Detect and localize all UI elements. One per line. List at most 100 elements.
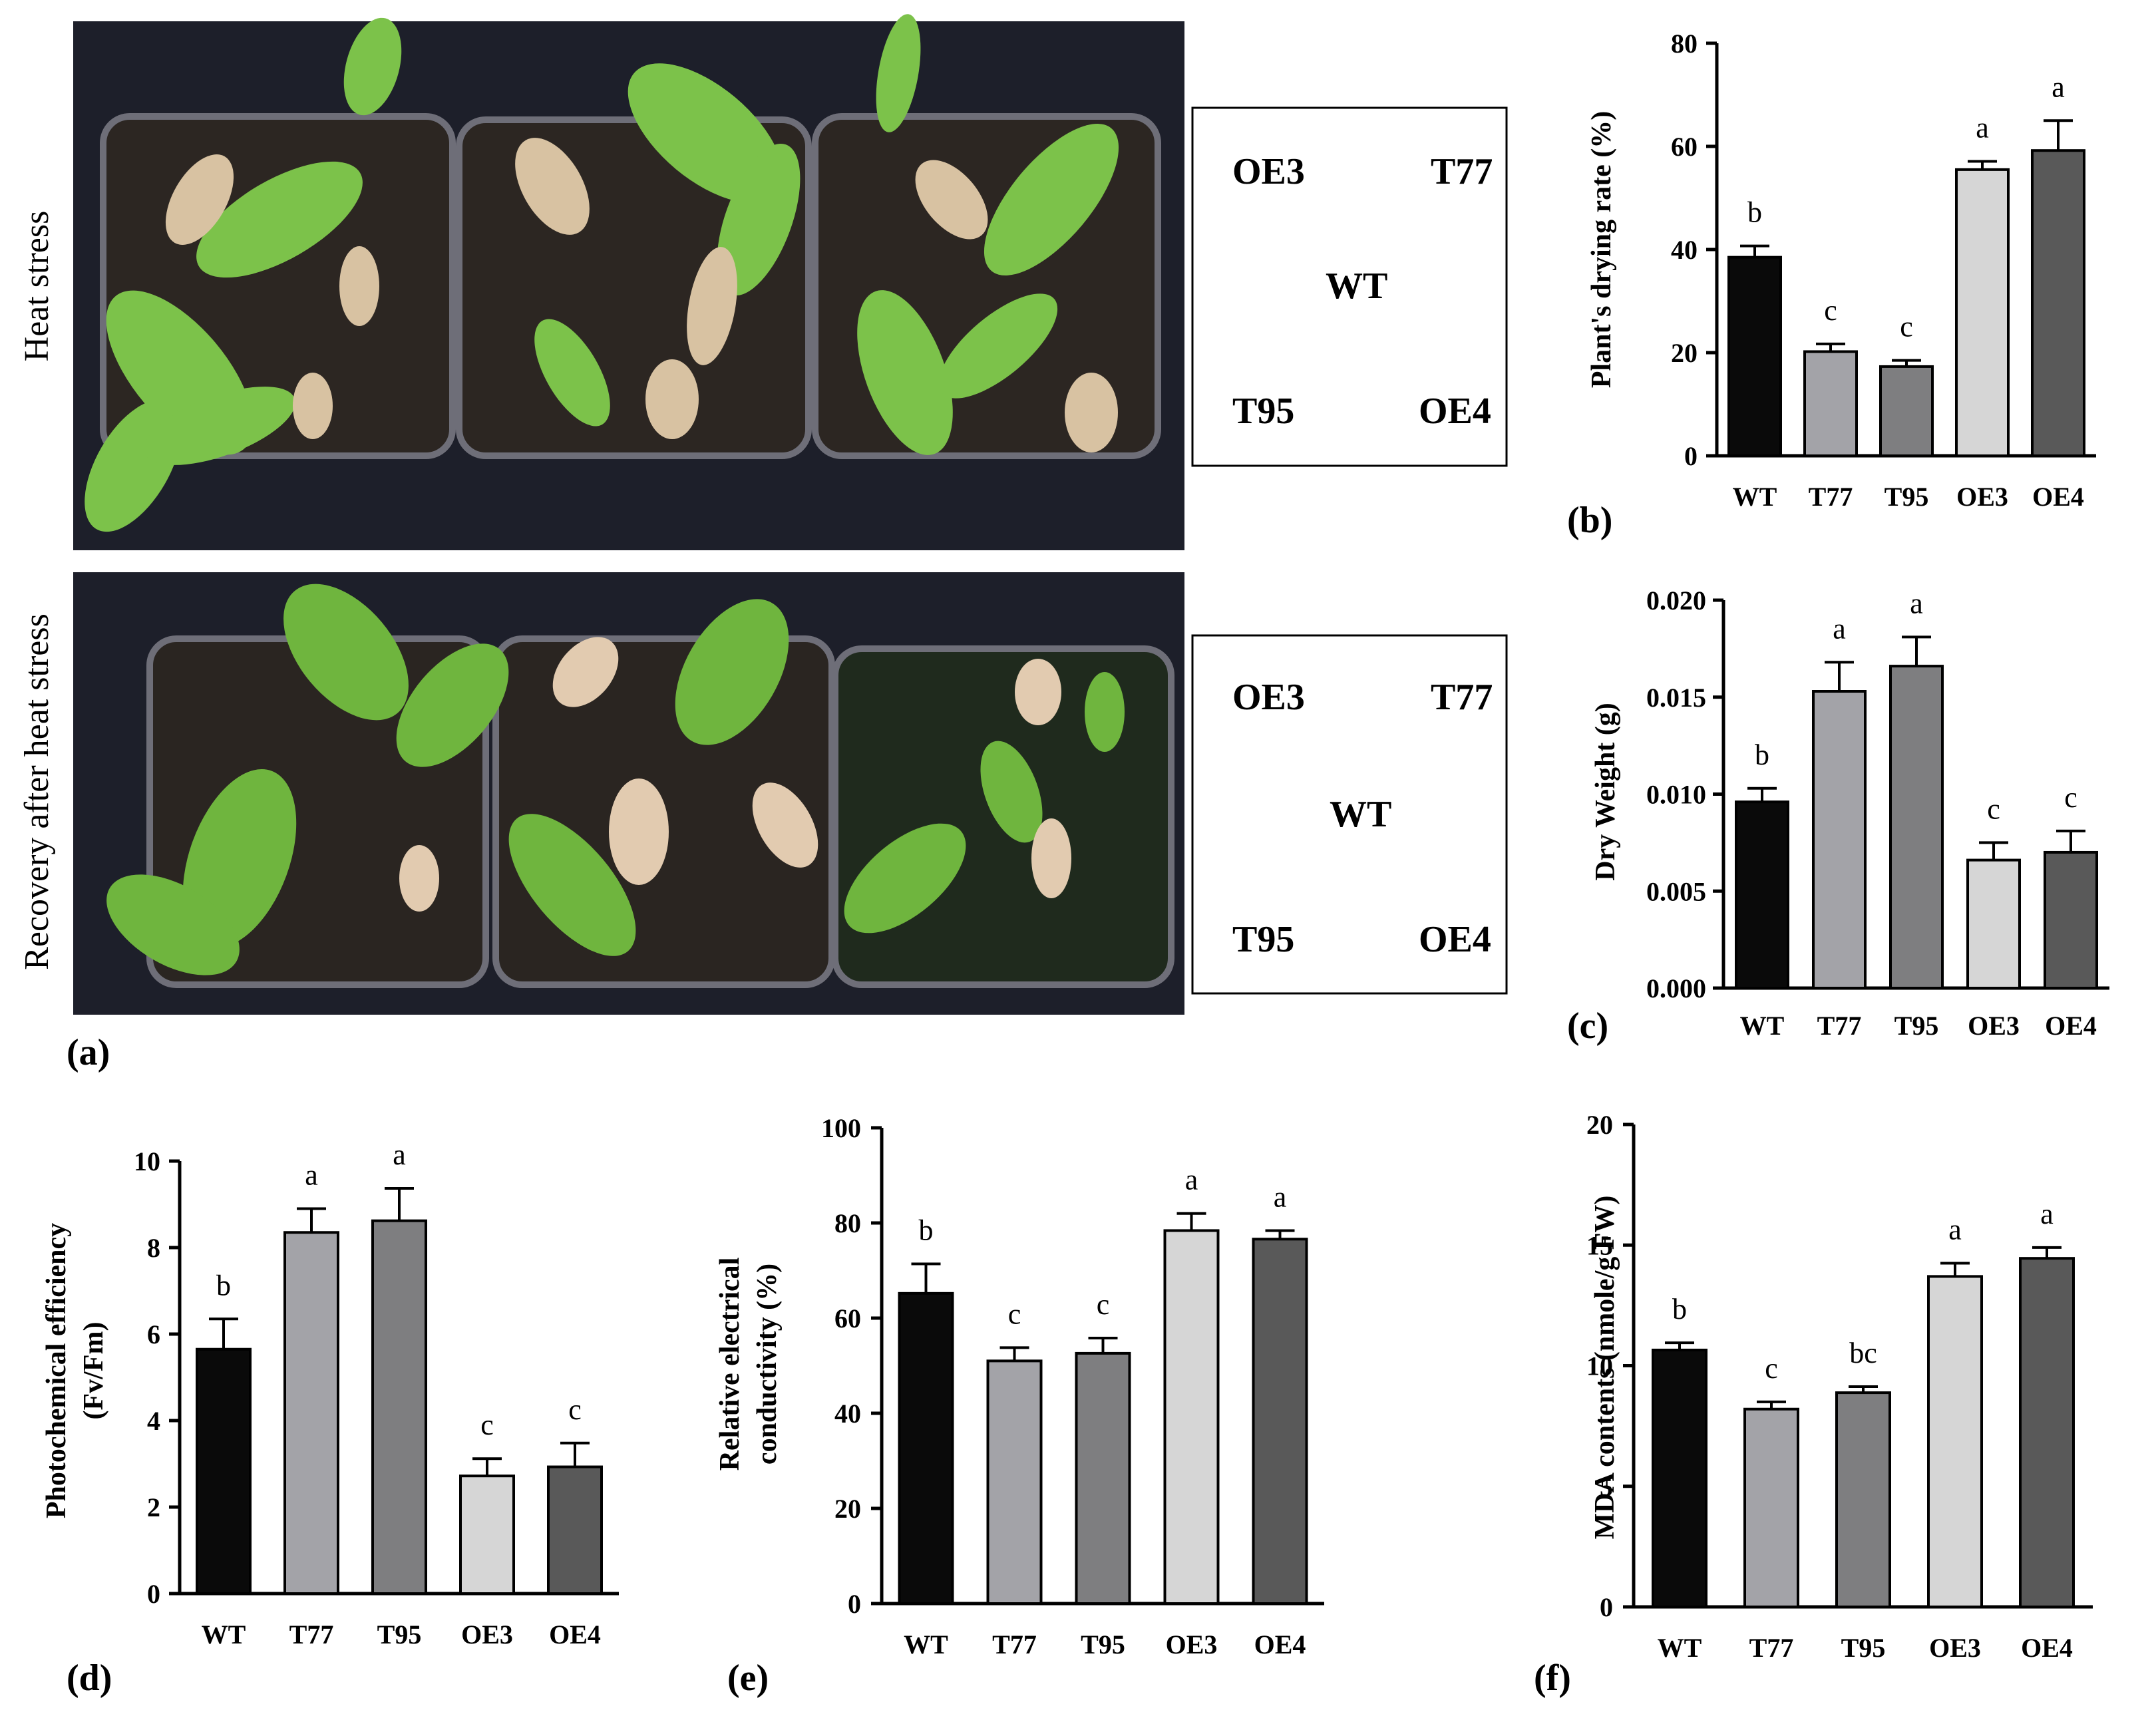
y-tick-label: 6 xyxy=(147,1319,160,1349)
heat-stress-label: Heat stress xyxy=(18,211,56,362)
y-tick-label: 0.010 xyxy=(1646,780,1706,810)
y-tick-label: 0.015 xyxy=(1646,683,1706,713)
key-label-t77: T77 xyxy=(1431,151,1493,192)
key-label-t95: T95 xyxy=(1232,919,1294,960)
significance-letter: a xyxy=(2040,1198,2054,1230)
x-tick-label: WT xyxy=(1733,482,1777,512)
y-tick-label: 60 xyxy=(834,1303,861,1333)
y-tick-label: 15 xyxy=(1586,1230,1613,1260)
significance-letter: c xyxy=(1900,311,1913,343)
x-tick-label: T95 xyxy=(1894,1011,1939,1041)
chart-mda-contents: 0 5 10 15 20 b WT c T77 bc T95 a OE3 a OE4 MDA contents… xyxy=(1534,1110,2093,1699)
y-tick-label: 0 xyxy=(848,1589,861,1619)
bar-t77 xyxy=(1743,1407,1799,1608)
bar-t77 xyxy=(1803,350,1858,458)
y-tick-label: 8 xyxy=(147,1233,160,1263)
significance-letter: c xyxy=(2064,781,2077,814)
y-tick-label: 40 xyxy=(834,1399,861,1429)
bar-t95 xyxy=(371,1219,427,1595)
bar-t77 xyxy=(986,1359,1043,1605)
dry-leaves xyxy=(165,138,1118,452)
y-axis-title-line2: conductivity (%) xyxy=(752,1264,783,1464)
x-tick-label: OE4 xyxy=(2045,1011,2097,1041)
panel-label-f: (f) xyxy=(1534,1657,1571,1699)
significance-letter: c xyxy=(480,1409,494,1441)
y-tick-label: 2 xyxy=(147,1492,160,1522)
x-tick-label: T77 xyxy=(992,1630,1037,1659)
x-tick-label: WT xyxy=(904,1630,948,1659)
bar-oe3 xyxy=(1955,168,2010,457)
x-tick-label: OE3 xyxy=(1968,1011,2020,1041)
y-axis-title-line1: Photochemical efficiency xyxy=(41,1223,72,1518)
significance-letter: a xyxy=(1274,1180,1287,1213)
significance-letter: b xyxy=(216,1269,231,1301)
bar-wt xyxy=(1727,256,1782,457)
bar-oe4 xyxy=(1252,1238,1308,1606)
bar-wt xyxy=(1652,1348,1707,1608)
key-label-oe4: OE4 xyxy=(1419,919,1491,960)
y-tick-label: 100 xyxy=(821,1113,861,1143)
significance-letter: c xyxy=(1765,1352,1778,1385)
bar-wt xyxy=(898,1291,954,1605)
key-label-t77: T77 xyxy=(1431,677,1493,718)
y-tick-label: 10 xyxy=(1586,1351,1613,1381)
layout-key-top: OE3 T77 WT T95 OE4 xyxy=(1191,106,1508,467)
x-tick-label: WT xyxy=(1658,1633,1702,1663)
x-tick-label: OE3 xyxy=(461,1620,513,1649)
panel-label-a: (a) xyxy=(67,1032,110,1073)
y-axis-title: MDA contents (nmole/g FW) xyxy=(1590,1196,1620,1540)
y-tick-label: 20 xyxy=(834,1494,861,1524)
bar-wt xyxy=(1735,800,1789,990)
panel-label-c: (c) xyxy=(1567,1005,1608,1047)
x-tick-label: T77 xyxy=(1809,482,1853,512)
layout-key-bottom: OE3 T77 WT T95 OE4 xyxy=(1191,634,1508,995)
bar-oe4 xyxy=(547,1465,603,1596)
significance-letter: c xyxy=(1987,792,2000,825)
x-tick-label: OE3 xyxy=(1956,482,2008,512)
chart-dry-weight: 0.000 0.005 0.010 0.015 0.020 b WT a T77 a T95 c OE3… xyxy=(1567,586,2109,1047)
key-label-oe3: OE3 xyxy=(1232,151,1305,192)
x-tick-label: OE3 xyxy=(1929,1633,1981,1663)
y-tick-label: 0.000 xyxy=(1646,973,1706,1003)
y-axis-title: Plant's drying rate (%) xyxy=(1586,111,1617,388)
x-tick-label: T95 xyxy=(377,1620,422,1649)
bar-t77 xyxy=(283,1231,339,1595)
y-tick-label: 0 xyxy=(1684,441,1698,471)
y-tick-label: 20 xyxy=(1586,1110,1613,1140)
chart-relative-conductivity: 0 20 40 60 80 100 b WT c T77 c T95 a OE3 a OE4 Relative … xyxy=(715,1113,1324,1699)
bar-t95 xyxy=(1889,665,1944,989)
bar-oe3 xyxy=(459,1474,515,1595)
significance-letter: a xyxy=(1833,612,1846,645)
y-tick-label: 60 xyxy=(1671,132,1698,162)
significance-letter: b xyxy=(919,1214,934,1246)
significance-letter: c xyxy=(1008,1297,1021,1330)
significance-letter: a xyxy=(1948,1213,1962,1246)
significance-letter: a xyxy=(1185,1164,1198,1196)
x-tick-label: OE4 xyxy=(549,1620,601,1649)
key-box xyxy=(1191,106,1508,467)
y-tick-label: 5 xyxy=(1600,1472,1613,1502)
dry-leaves xyxy=(399,637,1071,912)
y-tick-label: 10 xyxy=(134,1146,160,1176)
significance-letter: c xyxy=(1824,294,1837,327)
key-label-wt: WT xyxy=(1330,794,1391,835)
significance-letter: b xyxy=(1747,196,1762,229)
bar-t95 xyxy=(1879,365,1934,457)
significance-letter: a xyxy=(305,1159,318,1192)
significance-letter: a xyxy=(393,1138,406,1171)
significance-letter: a xyxy=(1910,587,1923,619)
key-label-oe4: OE4 xyxy=(1419,391,1491,432)
bar-t95 xyxy=(1075,1351,1131,1606)
recovery-photo xyxy=(73,572,1184,1015)
y-tick-label: 4 xyxy=(147,1406,160,1436)
significance-letter: bc xyxy=(1849,1337,1877,1369)
x-tick-label: OE4 xyxy=(2032,482,2084,512)
key-box xyxy=(1191,634,1508,995)
y-tick-label: 80 xyxy=(1671,29,1698,59)
y-axis-title: Dry Weight (g) xyxy=(1590,703,1621,881)
plant-rosettes xyxy=(106,584,1125,975)
y-axis-title-line1: Relative electrical xyxy=(715,1258,745,1471)
bar-oe3 xyxy=(1966,858,2021,989)
bar-oe4 xyxy=(2031,149,2085,457)
panel-label-e: (e) xyxy=(727,1657,769,1699)
